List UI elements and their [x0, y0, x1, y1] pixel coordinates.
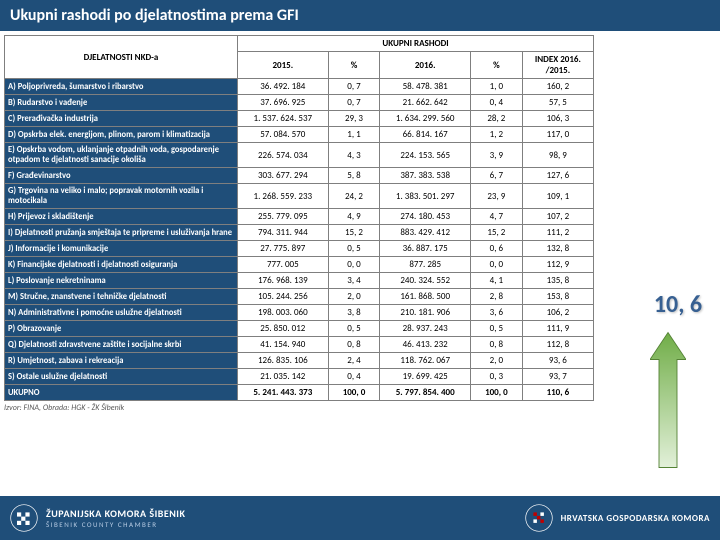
table-row: L) Poslovanje nekretninama176. 968. 1393… [5, 273, 594, 289]
footer-line1: ŽUPANIJSKA KOMORA ŠIBENIK [46, 507, 185, 520]
up-arrow-icon [650, 330, 686, 470]
table-row: B) Rudarstvo i vađenje37. 696. 9250, 721… [5, 95, 594, 111]
footer-line3: HRVATSKA GOSPODARSKA KOMORA [561, 513, 710, 524]
table-row: I) Djelatnosti pružanja smještaja te pri… [5, 225, 594, 241]
footer-line2: ŠIBENIK COUNTY CHAMBER [46, 520, 185, 529]
table-row: N) Administrativne i pomoćne uslužne dje… [5, 305, 594, 321]
table-row: E) Opskrba vodom, uklanjanje otpadnih vo… [5, 143, 594, 168]
footer-bar: ŽUPANIJSKA KOMORA ŠIBENIK ŠIBENIK COUNTY… [0, 496, 720, 540]
col-super: UKUPNI RASHODI [238, 36, 594, 52]
col-2015: 2015. [238, 52, 329, 79]
hgk-logo-icon [525, 504, 553, 532]
page-title: Ukupni rashodi po djelatnostima prema GF… [0, 0, 720, 31]
col-index: INDEX 2016. /2015. [522, 52, 593, 79]
table-row: A) Poljoprivreda, šumarstvo i ribarstvo3… [5, 79, 594, 95]
total-row: UKUPNO5. 241. 443. 373100, 05. 797. 854.… [5, 385, 594, 401]
highlight-number: 10, 6 [654, 290, 702, 319]
table-row: D) Opskrba elek. energijom, plinom, paro… [5, 127, 594, 143]
table-row: Q) Djelatnosti zdravstvene zaštite i soc… [5, 337, 594, 353]
table-row: P) Obrazovanje25. 850. 0120, 528. 937. 2… [5, 321, 594, 337]
data-table: DJELATNOSTI NKD-a UKUPNI RASHODI 2015. %… [4, 35, 594, 401]
table-row: C) Prerađivačka industrija1. 537. 624. 5… [5, 111, 594, 127]
col-pct1: % [328, 52, 380, 79]
table-row: G) Trgovina na veliko i malo; popravak m… [5, 184, 594, 209]
table-row: K) Financijske djelatnosti i djelatnosti… [5, 257, 594, 273]
table-row: R) Umjetnost, zabava i rekreacija126. 83… [5, 353, 594, 369]
table-row: J) Informacije i komunikacije27. 775. 89… [5, 241, 594, 257]
table-row: S) Ostale uslužne djelatnosti21. 035. 14… [5, 369, 594, 385]
table-row: F) Građevinarstvo303. 677. 2945, 8387. 3… [5, 168, 594, 184]
credit-line: Izvor: FINA, Obrada: HGK - ŽK Šibenik [4, 403, 720, 413]
table-row: M) Stručne, znanstvene i tehničke djelat… [5, 289, 594, 305]
table-row: H) Prijevoz i skladištenje255. 779. 0954… [5, 209, 594, 225]
col-activities: DJELATNOSTI NKD-a [5, 36, 238, 79]
col-2016: 2016. [380, 52, 471, 79]
chamber-logo-icon [10, 504, 38, 532]
col-pct2: % [470, 52, 522, 79]
